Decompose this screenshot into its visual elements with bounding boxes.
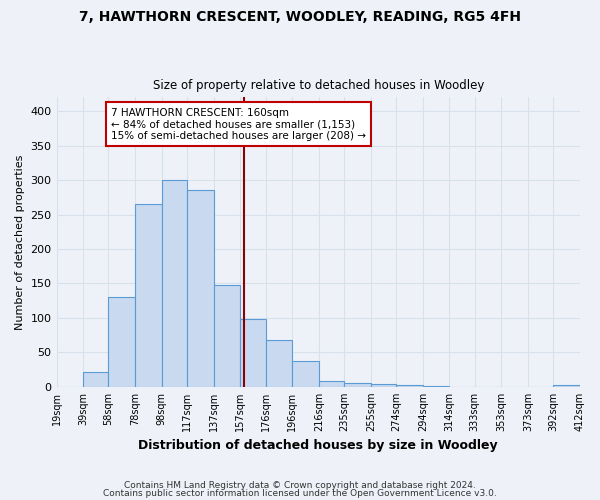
Text: Contains HM Land Registry data © Crown copyright and database right 2024.: Contains HM Land Registry data © Crown c… [124,481,476,490]
Bar [83,372,109,387]
Bar [423,386,449,387]
Bar [553,386,580,387]
Bar [396,384,423,387]
Bar [371,384,396,387]
Bar [135,204,162,387]
Bar [292,360,319,387]
Bar [187,190,214,387]
Bar [344,382,371,387]
Bar [109,297,135,387]
Title: Size of property relative to detached houses in Woodley: Size of property relative to detached ho… [152,79,484,92]
X-axis label: Distribution of detached houses by size in Woodley: Distribution of detached houses by size … [139,440,498,452]
Bar [162,180,187,387]
Text: 7 HAWTHORN CRESCENT: 160sqm
← 84% of detached houses are smaller (1,153)
15% of : 7 HAWTHORN CRESCENT: 160sqm ← 84% of det… [111,108,366,141]
Bar [214,286,241,387]
Text: 7, HAWTHORN CRESCENT, WOODLEY, READING, RG5 4FH: 7, HAWTHORN CRESCENT, WOODLEY, READING, … [79,10,521,24]
Bar [266,340,292,387]
Text: Contains public sector information licensed under the Open Government Licence v3: Contains public sector information licen… [103,488,497,498]
Y-axis label: Number of detached properties: Number of detached properties [15,154,25,330]
Bar [319,380,344,387]
Bar [241,318,266,387]
